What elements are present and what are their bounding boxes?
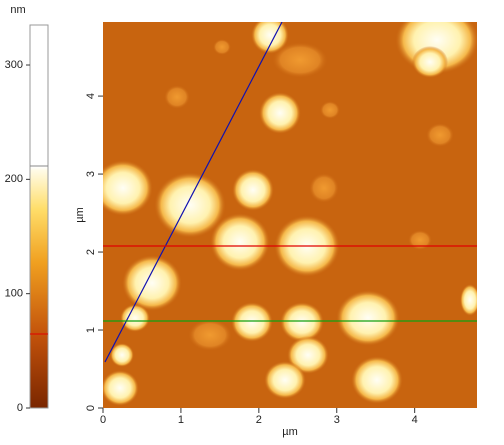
colorbar-tick-label: 200 <box>5 173 23 185</box>
y-axis-label: µm <box>74 207 86 223</box>
particle <box>320 101 340 119</box>
particle <box>231 302 273 342</box>
particle <box>408 230 432 250</box>
y-tick-label: 1 <box>85 327 97 333</box>
particle <box>412 46 448 78</box>
x-tick-label: 2 <box>256 414 262 426</box>
particle <box>110 343 134 367</box>
particle <box>213 39 231 55</box>
particle <box>351 356 403 404</box>
afm-image <box>103 22 477 408</box>
particle <box>232 169 274 211</box>
y-tick-label: 3 <box>85 171 97 177</box>
particle <box>272 42 328 78</box>
particle <box>280 302 324 342</box>
profile-line <box>104 22 283 363</box>
x-tick-label: 1 <box>178 414 184 426</box>
particle <box>120 304 150 332</box>
particle <box>188 319 232 351</box>
colorbar-tick-label: 0 <box>17 402 23 414</box>
particle <box>154 172 226 238</box>
particle <box>103 160 153 216</box>
particle <box>336 290 400 346</box>
x-tick-label: 4 <box>412 414 418 426</box>
particle <box>460 284 477 316</box>
particle <box>210 213 270 271</box>
particle <box>103 370 139 406</box>
x-tick-label: 3 <box>334 414 340 426</box>
y-tick-label: 0 <box>85 405 97 411</box>
colorbar <box>29 24 49 409</box>
colorbar-tick-label: 100 <box>5 288 23 300</box>
particle <box>164 85 190 109</box>
colorbar-tick-label: 300 <box>5 59 23 71</box>
x-tick-label: 0 <box>100 414 106 426</box>
particle <box>122 255 182 311</box>
x-axis-label: µm <box>282 426 298 438</box>
particle <box>259 92 301 134</box>
particle <box>287 336 329 374</box>
particle <box>264 361 306 399</box>
particles <box>103 22 477 406</box>
particle <box>426 123 454 147</box>
colorbar-unit: nm <box>10 4 25 16</box>
y-tick-label: 4 <box>85 93 97 99</box>
particle <box>251 22 289 54</box>
particle <box>309 173 339 203</box>
y-tick-label: 2 <box>85 249 97 255</box>
